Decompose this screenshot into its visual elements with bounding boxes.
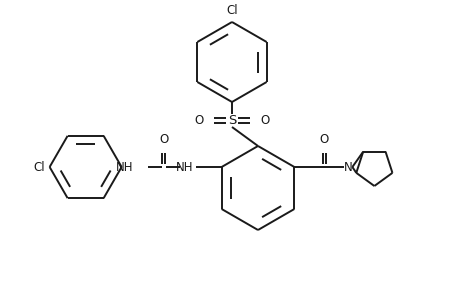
Text: O: O: [159, 133, 168, 146]
Text: N: N: [343, 160, 352, 173]
Text: NH: NH: [176, 160, 193, 173]
Text: O: O: [194, 114, 204, 127]
Text: O: O: [319, 133, 328, 146]
Text: O: O: [259, 114, 269, 127]
Text: S: S: [227, 114, 236, 127]
Text: Cl: Cl: [225, 4, 238, 17]
Text: NH: NH: [116, 160, 133, 173]
Text: Cl: Cl: [33, 160, 44, 173]
